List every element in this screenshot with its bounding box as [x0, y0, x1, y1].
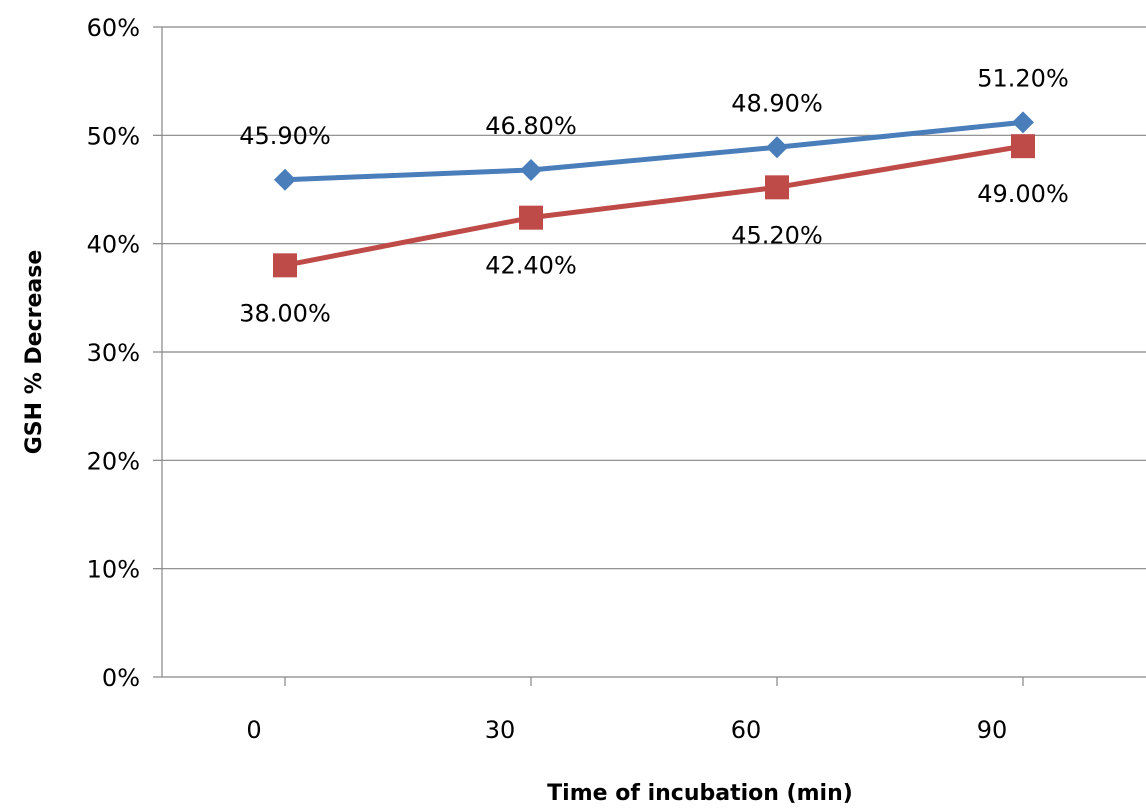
- data-point-diamond: [274, 168, 296, 191]
- y-tick-label: 60%: [87, 14, 140, 42]
- y-tick-label: 20%: [87, 447, 140, 475]
- data-label: 48.90%: [731, 89, 823, 117]
- data-label: 45.90%: [239, 122, 331, 150]
- y-tick-label: 40%: [87, 231, 140, 259]
- series-group: [273, 111, 1035, 278]
- data-label: 42.40%: [485, 252, 577, 280]
- data-point-diamond: [766, 136, 788, 159]
- y-tick-label: 0%: [102, 664, 140, 692]
- data-label: 51.20%: [977, 64, 1069, 92]
- series-line-2: [284, 143, 1024, 268]
- data-label: 46.80%: [485, 112, 577, 140]
- data-label: 45.20%: [731, 221, 823, 249]
- data-labels: 45.90% 46.80% 48.90% 51.20% 38.00% 42.40% 45.2…: [239, 64, 1069, 327]
- data-point-diamond: [520, 159, 542, 181]
- y-tick-label: 50%: [87, 122, 140, 150]
- series-line-1: [284, 119, 1024, 183]
- y-axis-title: GSH % Decrease: [22, 250, 47, 455]
- data-label: 38.00%: [239, 299, 331, 327]
- axes: 0% 10% 20% 30% 40% 50% 60% 0 30 60 90: [87, 14, 1146, 744]
- x-tick-label: 30: [485, 716, 516, 744]
- data-label: 49.00%: [977, 180, 1069, 208]
- x-tick-label: 60: [731, 716, 762, 744]
- x-tick-label: 90: [977, 716, 1008, 744]
- y-tick-label: 10%: [87, 556, 140, 584]
- data-point-square: [1011, 134, 1035, 159]
- data-point-square: [519, 205, 543, 230]
- data-point-square: [273, 253, 297, 278]
- gridlines: [162, 26, 1146, 570]
- x-axis-title: Time of incubation (min): [547, 781, 853, 806]
- x-tick-label: 0: [246, 716, 261, 744]
- data-point-square: [765, 175, 789, 200]
- y-tick-label: 30%: [87, 339, 140, 367]
- data-point-diamond: [1012, 111, 1034, 134]
